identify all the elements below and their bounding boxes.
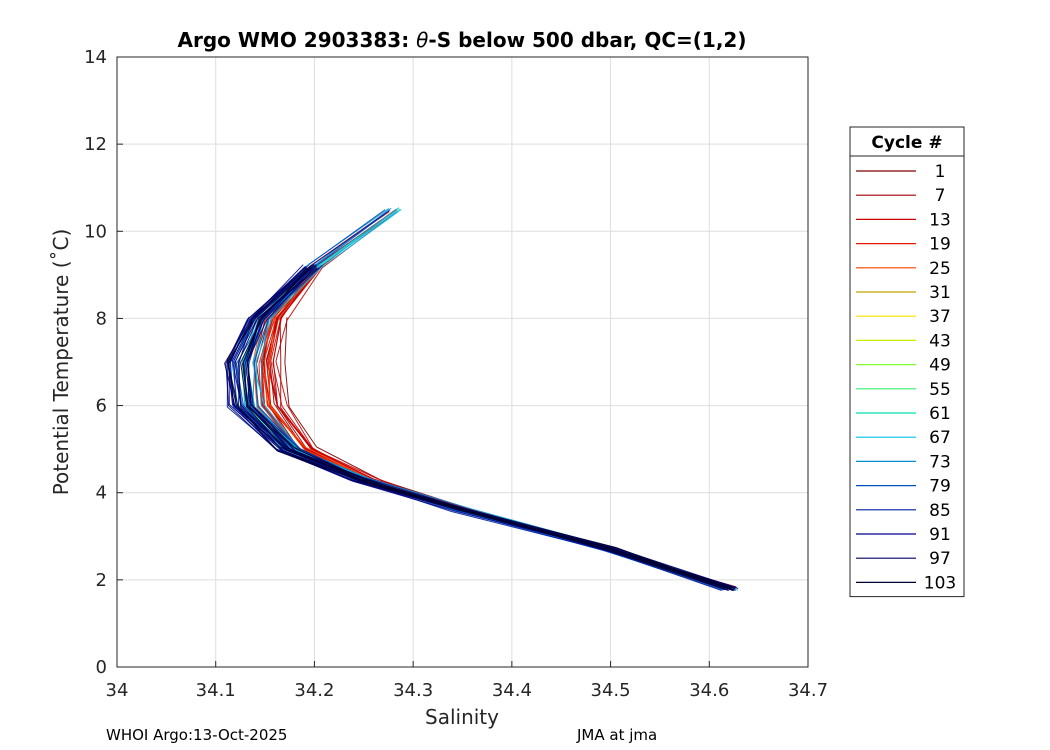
x-tick-label: 34.6 [689, 680, 729, 701]
x-tick-label: 34.2 [294, 680, 334, 701]
y-tick-label: 4 [96, 483, 107, 504]
plot-frame [116, 56, 809, 668]
legend-entry-label: 13 [929, 210, 951, 230]
footer-left: WHOI Argo:13-Oct-2025 [106, 726, 288, 744]
legend-entry-label: 37 [929, 307, 951, 327]
legend-entry-label: 43 [929, 331, 951, 351]
y-tick-label: 14 [84, 47, 107, 68]
legend-entry-label: 31 [929, 283, 951, 303]
y-tick-label: 8 [96, 308, 107, 329]
legend-entry-label: 55 [929, 380, 951, 400]
legend-entry-label: 103 [924, 573, 956, 593]
legend: Cycle # 1 7 13 19 25 31 37 43 49 55 61 67 73 79 85 91 97 1… [849, 126, 965, 598]
legend-entry-label: 7 [935, 186, 946, 206]
grid-lines [117, 57, 808, 667]
profile-line [242, 320, 734, 592]
legend-entry-label: 61 [929, 404, 951, 424]
legend-entry-label: 97 [929, 549, 951, 569]
profile-line [246, 264, 733, 591]
legend-entry-label: 49 [929, 356, 951, 376]
axis-ticks: 34 34.1 34.2 34.3 34.4 34.5 34.6 34.7 0 2 4 6 8 10 12 1… [84, 47, 828, 701]
legend-entry-label: 19 [929, 235, 951, 255]
legend-entry-label: 73 [929, 452, 951, 472]
chart-title: Argo WMO 2903383: θ-S below 500 dbar, QC… [178, 28, 747, 52]
x-tick-label: 34.7 [788, 680, 828, 701]
legend-box [849, 126, 965, 598]
x-tick-label: 34 [106, 680, 129, 701]
profile-lines [224, 207, 739, 592]
profile-line [242, 317, 732, 590]
y-tick-label: 10 [84, 221, 107, 242]
profile-line [226, 267, 736, 590]
plot-area [117, 57, 808, 667]
legend-entry-label: 79 [929, 477, 951, 497]
x-tick-label: 34.1 [196, 680, 236, 701]
y-tick-label: 6 [96, 396, 107, 417]
y-tick-label: 12 [84, 134, 107, 155]
legend-entry-label: 85 [929, 501, 951, 521]
x-axis-label: Salinity [425, 705, 499, 729]
legend-entry-label: 91 [929, 525, 951, 545]
profile-line [234, 267, 739, 589]
y-tick-label: 0 [96, 657, 107, 678]
profile-line [227, 267, 727, 591]
legend-title: Cycle # [871, 133, 942, 153]
x-tick-label: 34.5 [591, 680, 631, 701]
y-axis-label: Potential Temperature (˚C) [49, 229, 73, 496]
legend-entry-label: 67 [929, 428, 951, 448]
x-tick-label: 34.4 [492, 680, 532, 701]
footer-right: JMA at jma [577, 726, 658, 744]
y-tick-label: 2 [96, 570, 107, 591]
legend-entry-label: 1 [935, 162, 946, 182]
legend-entry-label: 25 [929, 259, 951, 279]
x-tick-label: 34.3 [393, 680, 433, 701]
